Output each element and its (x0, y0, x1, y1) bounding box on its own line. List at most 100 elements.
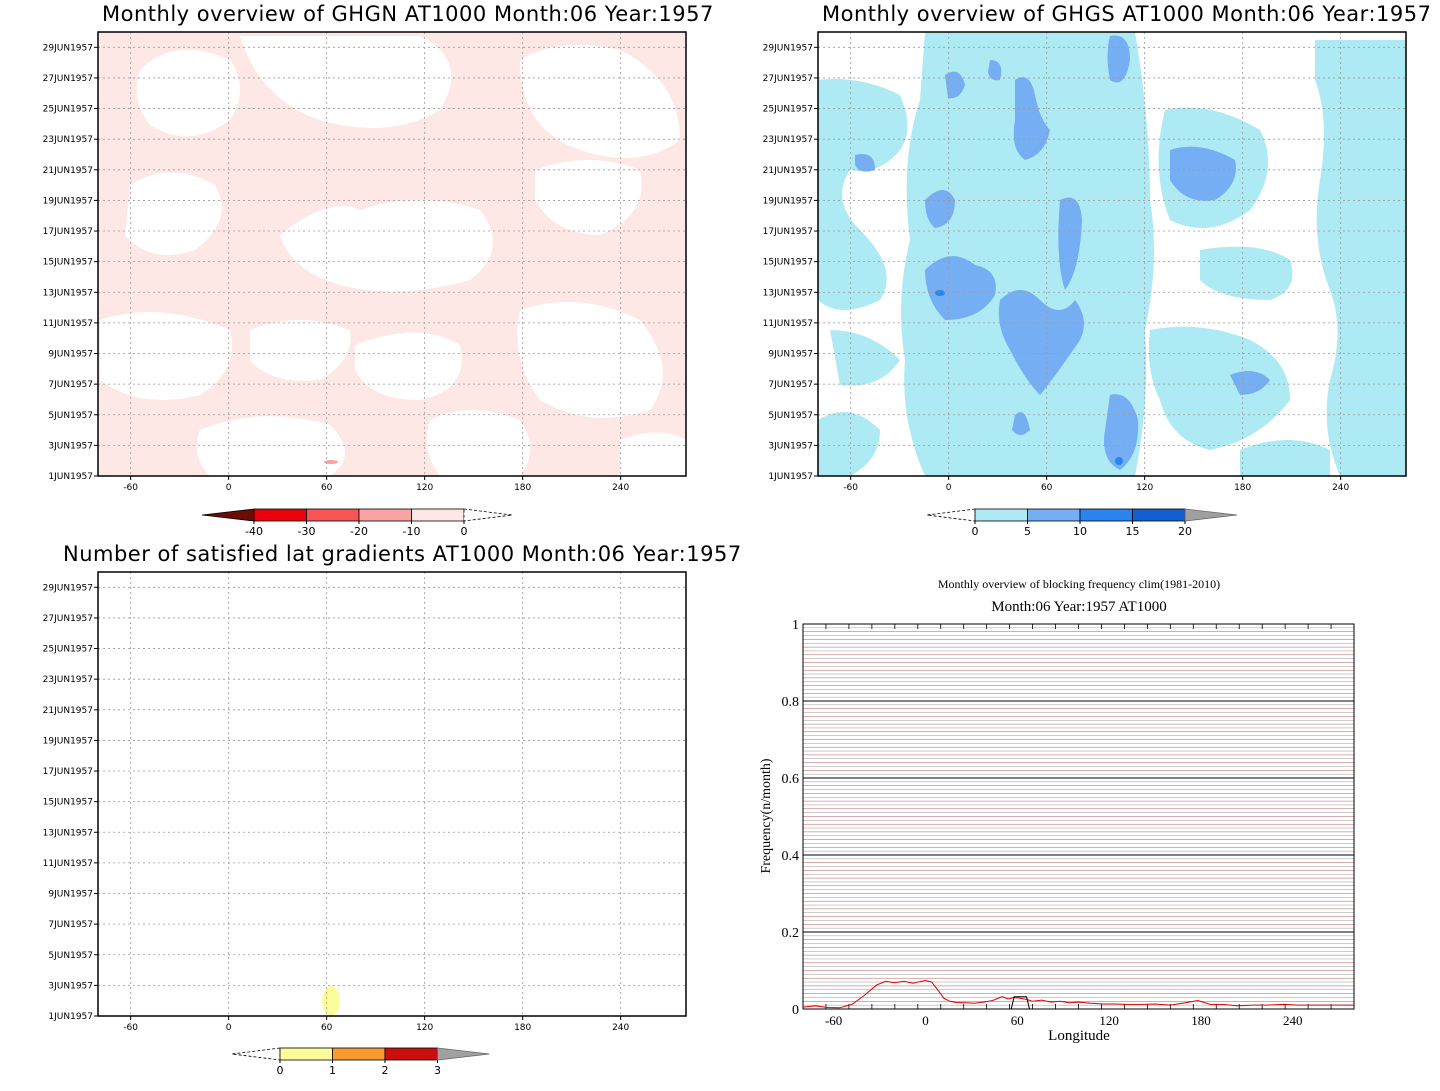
ghgn-zero-region (535, 160, 642, 235)
y-tick-label: 7JUN1957 (768, 380, 813, 390)
x-tick-label: 60 (321, 483, 333, 493)
y-tick-label: 19JUN1957 (43, 736, 93, 746)
ghgn-grid (98, 32, 686, 476)
ghgs-fill-medium (1170, 146, 1236, 201)
colorbar-tick-label: 15 (1126, 525, 1140, 538)
blocking-title: Monthly overview of blocking frequency c… (938, 577, 1220, 591)
colorbar-tick-label: 5 (1024, 525, 1031, 538)
y-tick-label: 1JUN1957 (768, 472, 813, 482)
colorbar-tick-label: 0 (972, 525, 979, 538)
lat-gradients-axes: -60 0 60 120 180 240 1JUN1957 3JUN1957 5JUN1957 7… (43, 583, 630, 1033)
x-tick-label: -60 (123, 483, 138, 493)
x-tick-label: 120 (1136, 483, 1153, 493)
y-tick-label: 1JUN1957 (48, 1012, 93, 1022)
x-tick-label: 240 (612, 1023, 629, 1033)
x-tick-label: 240 (612, 483, 629, 493)
ghgs-fill-medium (855, 154, 875, 172)
ghgn-axes: -60 0 60 120 180 240 1JUN1957 3JUN1957 5JUN1957 7… (43, 43, 630, 493)
y-tick-label: 0.8 (782, 695, 800, 710)
colorbar-segment (1079, 508, 1133, 522)
y-tick-label: 23JUN1957 (43, 675, 93, 685)
y-tick-label: 5JUN1957 (768, 411, 813, 421)
x-tick-label: 60 (1011, 1013, 1024, 1028)
ghgs-title: Monthly overview of GHGS AT1000 Month:06… (822, 2, 1432, 26)
ghgs-field (818, 32, 1406, 476)
y-tick-label: 13JUN1957 (43, 828, 93, 838)
lat-gradients-frame (97, 571, 687, 1017)
x-tick-label: 0 (922, 1013, 929, 1028)
y-tick-label: 17JUN1957 (43, 767, 93, 777)
ghgs-fill-light (1200, 246, 1293, 300)
ghgs-fill-medium (1012, 412, 1030, 435)
ghgs-fill-light (1240, 440, 1330, 476)
y-tick-label: 25JUN1957 (43, 645, 93, 655)
y-tick-label: 19JUN1957 (763, 196, 813, 206)
colorbar-right-triangle (463, 508, 513, 522)
y-tick-label: 9JUN1957 (768, 350, 813, 360)
ghgn-zero-region (125, 172, 222, 255)
ghgs-fill-medium (925, 190, 955, 228)
x-tick-label: 60 (1041, 483, 1053, 493)
y-tick-label: 27JUN1957 (763, 74, 813, 84)
ghgs-colorbar: 0 5 10 15 20 (926, 508, 1238, 538)
y-tick-label: 0.2 (782, 926, 800, 941)
y-tick-label: 15JUN1957 (43, 258, 93, 268)
x-tick-label: -60 (123, 1023, 138, 1033)
ghgs-fill-dark (1115, 457, 1123, 465)
colorbar-tick-label: 10 (1073, 525, 1087, 538)
y-tick-label: 1 (792, 618, 799, 633)
ghgn-min-spot (324, 460, 338, 464)
ghgn-frame (97, 31, 687, 477)
ghgs-fill-medium (1013, 77, 1050, 160)
ghgn-title: Monthly overview of GHGN AT1000 Month:06… (102, 2, 714, 26)
colorbar-tick-label: 0 (461, 525, 468, 538)
y-tick-label: 9JUN1957 (48, 890, 93, 900)
blocking-ylabel: Frequency(n/month) (759, 758, 774, 873)
y-tick-label: 23JUN1957 (43, 135, 93, 145)
ghgs-fill-light (818, 79, 908, 310)
y-tick-label: 29JUN1957 (43, 583, 93, 593)
ghgn-zero-region (520, 44, 680, 159)
colorbar-left-triangle (231, 1047, 281, 1061)
blocking-series-line (802, 979, 1354, 1009)
lat-gradients-title: Number of satisfied lat gradients AT1000… (63, 542, 742, 566)
y-tick-label: 21JUN1957 (43, 166, 93, 176)
y-tick-label: 7JUN1957 (48, 380, 93, 390)
x-tick-label: 180 (514, 483, 531, 493)
y-tick-label: 29JUN1957 (763, 43, 813, 53)
colorbar-segment (411, 508, 465, 522)
colorbar-right-triangle (1184, 508, 1238, 522)
y-tick-label: 1JUN1957 (48, 472, 93, 482)
ghgs-fill-medium (998, 290, 1084, 395)
y-tick-label: 29JUN1957 (43, 43, 93, 53)
ghgs-fill-light (901, 32, 1154, 476)
y-tick-label: 15JUN1957 (763, 258, 813, 268)
ghgn-zero-region (240, 36, 452, 128)
colorbar-segment (253, 508, 307, 522)
colorbar-tick-label: -30 (298, 525, 316, 538)
y-tick-label: 13JUN1957 (763, 288, 813, 298)
colorbar-segment (974, 508, 1028, 522)
y-tick-label: 17JUN1957 (43, 227, 93, 237)
y-tick-label: 0 (792, 1003, 799, 1018)
ghgn-field (98, 32, 686, 476)
colorbar-segment (1027, 508, 1081, 522)
blocking-axes: 0 0.2 0.4 0.6 0.8 1 -60 0 60 120 180 240 (782, 618, 1355, 1028)
colorbar-segment (1132, 508, 1186, 522)
blocking-series (802, 979, 1354, 1010)
x-tick-label: 0 (226, 1023, 232, 1033)
y-tick-label: 25JUN1957 (763, 105, 813, 115)
y-tick-label: 25JUN1957 (43, 105, 93, 115)
x-tick-label: 120 (416, 483, 433, 493)
ghgn-zero-region (426, 410, 530, 476)
colorbar-tick-label: 20 (1178, 525, 1192, 538)
ghgs-fill-medium (925, 256, 996, 320)
y-tick-label: 27JUN1957 (43, 614, 93, 624)
ghgn-zero-region (355, 332, 462, 400)
colorbar-tick-label: 1 (329, 1064, 336, 1077)
x-tick-label: 180 (514, 1023, 531, 1033)
colorbar-tick-label: -20 (350, 525, 368, 538)
y-tick-label: 3JUN1957 (48, 441, 93, 451)
ghgn-zero-region (250, 320, 351, 381)
y-tick-label: 15JUN1957 (43, 798, 93, 808)
